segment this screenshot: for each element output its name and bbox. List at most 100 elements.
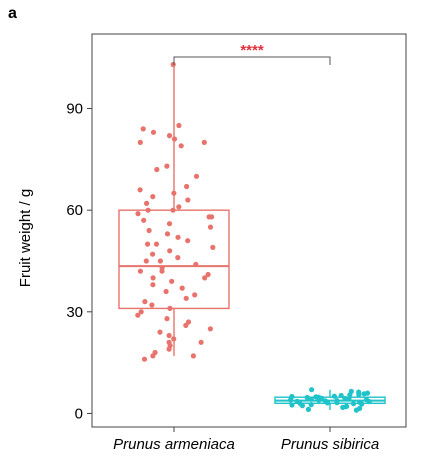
data-point: [135, 211, 141, 217]
data-point: [150, 353, 156, 359]
data-point: [185, 238, 191, 244]
data-point: [202, 275, 208, 281]
data-point: [289, 402, 295, 408]
data-point: [178, 143, 184, 149]
data-point: [150, 129, 157, 135]
data-point: [183, 322, 189, 328]
data-point: [334, 400, 340, 406]
data-point: [331, 393, 337, 399]
data-point: [166, 221, 173, 227]
data-point: [309, 387, 315, 393]
y-tick-label: 90: [66, 101, 83, 118]
data-point: [176, 204, 182, 210]
data-point: [153, 241, 160, 247]
y-tick-label: 60: [66, 202, 83, 219]
data-point: [304, 394, 310, 401]
significance-bracket-line: [173, 56, 331, 65]
data-point: [350, 401, 357, 407]
data-point: [356, 391, 362, 398]
data-point: [193, 261, 199, 267]
data-point: [150, 251, 156, 257]
data-point: [209, 214, 215, 220]
data-point: [157, 329, 163, 335]
data-point: [140, 126, 146, 132]
y-axis: 0 30 60 90: [66, 101, 92, 422]
data-point: [137, 187, 143, 193]
data-point: [205, 271, 211, 278]
data-point: [366, 399, 372, 405]
data-point: [164, 163, 170, 169]
data-point: [157, 258, 163, 264]
significance-bracket: ****: [173, 42, 331, 65]
data-point: [142, 299, 148, 305]
data-point: [164, 316, 170, 322]
points-layer: [135, 61, 372, 413]
data-point: [361, 391, 367, 397]
box-iqr: [118, 209, 230, 310]
data-point: [145, 207, 151, 213]
data-point: [207, 326, 213, 332]
y-tick-label: 30: [66, 304, 83, 321]
data-point: [340, 404, 346, 410]
x-category-label: Prunus armeniaca: [113, 436, 235, 453]
data-point: [338, 392, 344, 399]
data-point: [170, 207, 176, 213]
data-point: [185, 197, 191, 203]
data-point: [179, 285, 185, 291]
data-point: [143, 258, 149, 264]
data-point: [171, 336, 177, 342]
data-point: [171, 136, 178, 142]
data-point: [299, 403, 305, 409]
data-point: [308, 402, 314, 408]
data-point: [167, 248, 173, 254]
data-point: [167, 305, 173, 311]
data-point: [288, 397, 294, 403]
data-point: [135, 312, 141, 318]
data-point: [150, 194, 156, 200]
data-point: [144, 200, 150, 206]
data-point: [169, 278, 175, 284]
plot-frame: [91, 33, 407, 428]
data-point: [141, 356, 148, 362]
data-point: [316, 397, 322, 403]
data-point: [347, 392, 353, 398]
x-axis: Prunus armeniaca Prunus sibirica: [113, 427, 379, 453]
data-point: [166, 346, 172, 352]
data-point: [154, 166, 160, 173]
data-point: [138, 309, 144, 315]
data-point: [137, 139, 143, 145]
data-point: [184, 183, 190, 190]
data-point: [159, 268, 165, 274]
data-point: [207, 224, 214, 230]
box-layer: [118, 64, 386, 411]
data-point: [163, 288, 169, 295]
data-point: [342, 395, 348, 402]
y-tick-label: 0: [75, 405, 83, 422]
data-point: [308, 396, 314, 402]
data-point: [146, 227, 152, 234]
data-point: [175, 255, 181, 261]
x-category-label: Prunus sibirica: [281, 436, 379, 453]
data-point: [176, 122, 182, 129]
data-point: [190, 353, 196, 359]
data-point: [145, 241, 151, 247]
data-point: [305, 406, 311, 412]
data-point: [183, 295, 189, 301]
data-point: [150, 275, 156, 281]
data-point: [359, 401, 365, 407]
data-point: [192, 292, 198, 298]
data-point: [137, 268, 143, 274]
data-point: [201, 139, 207, 145]
data-point: [164, 231, 171, 237]
data-point: [198, 339, 204, 345]
data-point: [353, 407, 359, 413]
data-point: [166, 332, 172, 339]
significance-stars: ****: [240, 42, 264, 59]
data-point: [210, 244, 216, 250]
data-point: [346, 396, 352, 402]
data-point: [170, 61, 176, 68]
y-axis-title: Fruit weight / g: [17, 189, 34, 287]
data-point: [149, 302, 155, 308]
data-point: [171, 190, 177, 196]
